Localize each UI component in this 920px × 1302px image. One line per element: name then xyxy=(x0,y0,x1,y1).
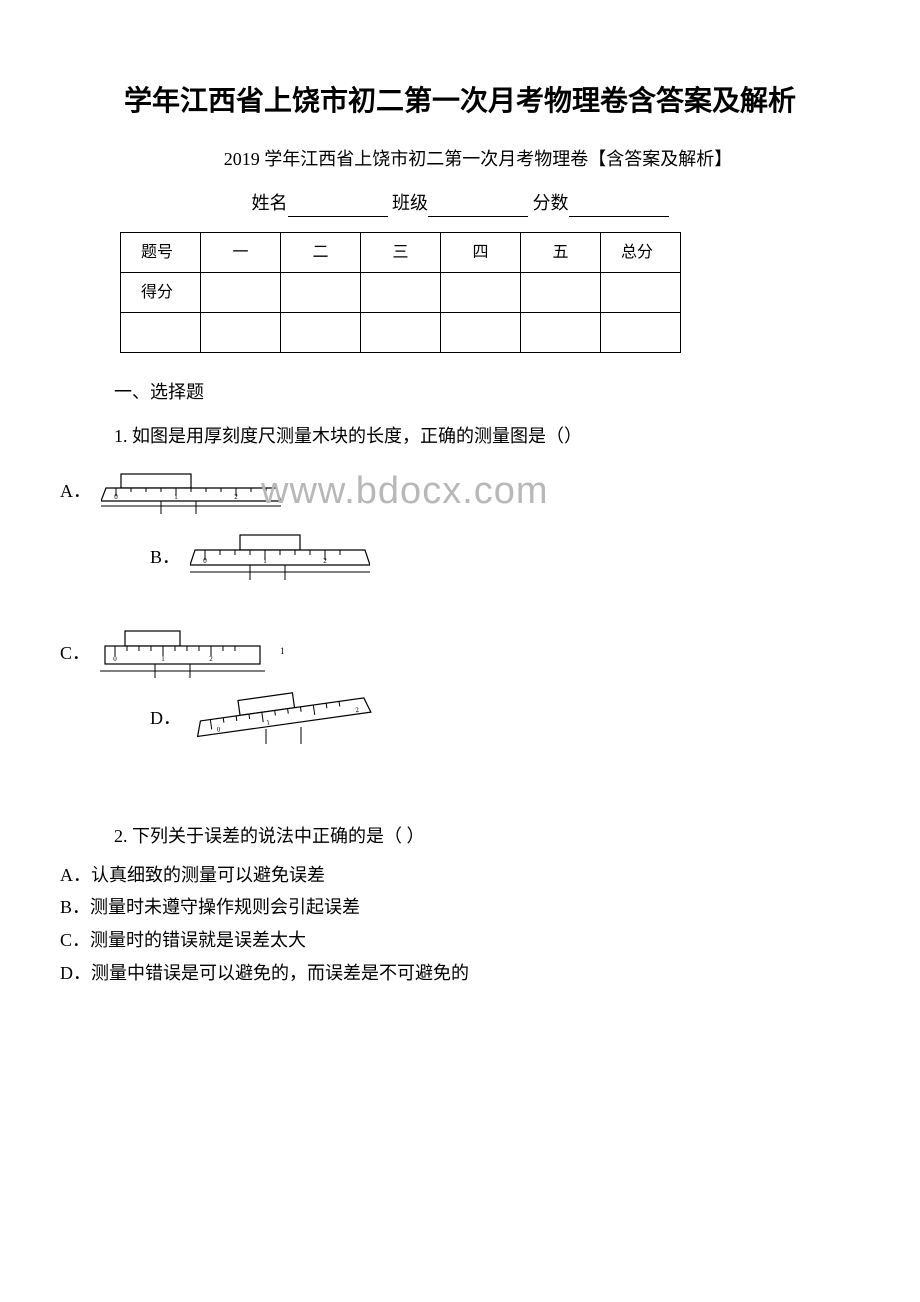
ruler-diagram-icon: 0 1 2 xyxy=(101,466,281,516)
score-cell[interactable] xyxy=(281,273,361,313)
col-header: 四 xyxy=(441,233,521,273)
name-blank[interactable] xyxy=(288,199,388,217)
table-row: 题号 一 二 三 四 五 总分 xyxy=(121,233,681,273)
empty-cell xyxy=(521,313,601,353)
svg-text:2: 2 xyxy=(209,655,213,663)
score-blank[interactable] xyxy=(569,199,669,217)
doc-title: 学年江西省上饶市初二第一次月考物理卷含答案及解析 xyxy=(60,80,860,125)
svg-text:0: 0 xyxy=(113,655,117,663)
option-row: C． 0 1 2 1 xyxy=(60,626,860,681)
empty-cell xyxy=(281,313,361,353)
score-cell[interactable] xyxy=(361,273,441,313)
empty-cell xyxy=(361,313,441,353)
watermark-text: www.bdocx.com xyxy=(261,461,549,522)
option-text: C．测量时的错误就是误差太大 xyxy=(60,926,860,955)
option-text: B．测量时未遵守操作规则会引起误差 xyxy=(60,893,860,922)
row-label: 题号 xyxy=(121,233,201,273)
svg-text:0: 0 xyxy=(203,557,207,565)
empty-cell xyxy=(201,313,281,353)
score-cell[interactable] xyxy=(441,273,521,313)
row-label: 得分 xyxy=(121,273,201,313)
option-label: C． xyxy=(60,639,90,668)
score-label: 分数 xyxy=(533,193,569,213)
col-header: 二 xyxy=(281,233,361,273)
empty-cell xyxy=(121,313,201,353)
option-text: D．测量中错误是可以避免的，而误差是不可避免的 xyxy=(60,959,860,988)
score-cell[interactable] xyxy=(521,273,601,313)
table-row: 得分 xyxy=(121,273,681,313)
empty-cell xyxy=(601,313,681,353)
section-heading: 一、选择题 xyxy=(60,378,860,407)
name-label: 姓名 xyxy=(252,193,288,213)
score-cell[interactable] xyxy=(201,273,281,313)
ruler-diagram-icon: 0 1 2 1 xyxy=(100,626,290,681)
option-a-block: A． 0 1 2 www.bdocx.com xyxy=(60,461,860,522)
ruler-diagram-icon: 012 xyxy=(191,689,381,749)
class-blank[interactable] xyxy=(428,199,528,217)
col-header: 三 xyxy=(361,233,441,273)
svg-text:1: 1 xyxy=(161,655,165,663)
empty-cell xyxy=(441,313,521,353)
option-label: B． xyxy=(150,543,180,572)
svg-text:0: 0 xyxy=(114,493,118,501)
svg-text:1: 1 xyxy=(280,646,285,656)
option-row: A． 0 1 2 www.bdocx.com xyxy=(60,461,860,522)
svg-text:2: 2 xyxy=(234,493,238,501)
svg-text:2: 2 xyxy=(323,557,327,565)
col-header: 五 xyxy=(521,233,601,273)
score-table: 题号 一 二 三 四 五 总分 得分 xyxy=(120,232,681,353)
option-label: D． xyxy=(150,704,181,733)
option-text: A．认真细致的测量可以避免误差 xyxy=(60,861,860,890)
option-label: A． xyxy=(60,477,91,506)
class-label: 班级 xyxy=(392,193,428,213)
table-row xyxy=(121,313,681,353)
question-text: 2. 下列关于误差的说法中正确的是（ ） xyxy=(60,822,860,851)
col-header: 总分 xyxy=(601,233,681,273)
score-cell[interactable] xyxy=(601,273,681,313)
ruler-diagram-icon: 0 1 2 xyxy=(190,530,370,585)
question-text: 1. 如图是用厚刻度尺测量木块的长度，正确的测量图是（） xyxy=(60,422,860,451)
svg-text:1: 1 xyxy=(174,493,178,501)
doc-subtitle: 2019 学年江西省上饶市初二第一次月考物理卷【含答案及解析】 xyxy=(60,145,860,174)
fill-in-row: 姓名 班级 分数 xyxy=(60,189,860,218)
svg-text:1: 1 xyxy=(263,557,267,565)
col-header: 一 xyxy=(201,233,281,273)
option-row: B． 0 1 2 xyxy=(60,530,860,585)
option-row: D． 012 xyxy=(60,689,860,749)
